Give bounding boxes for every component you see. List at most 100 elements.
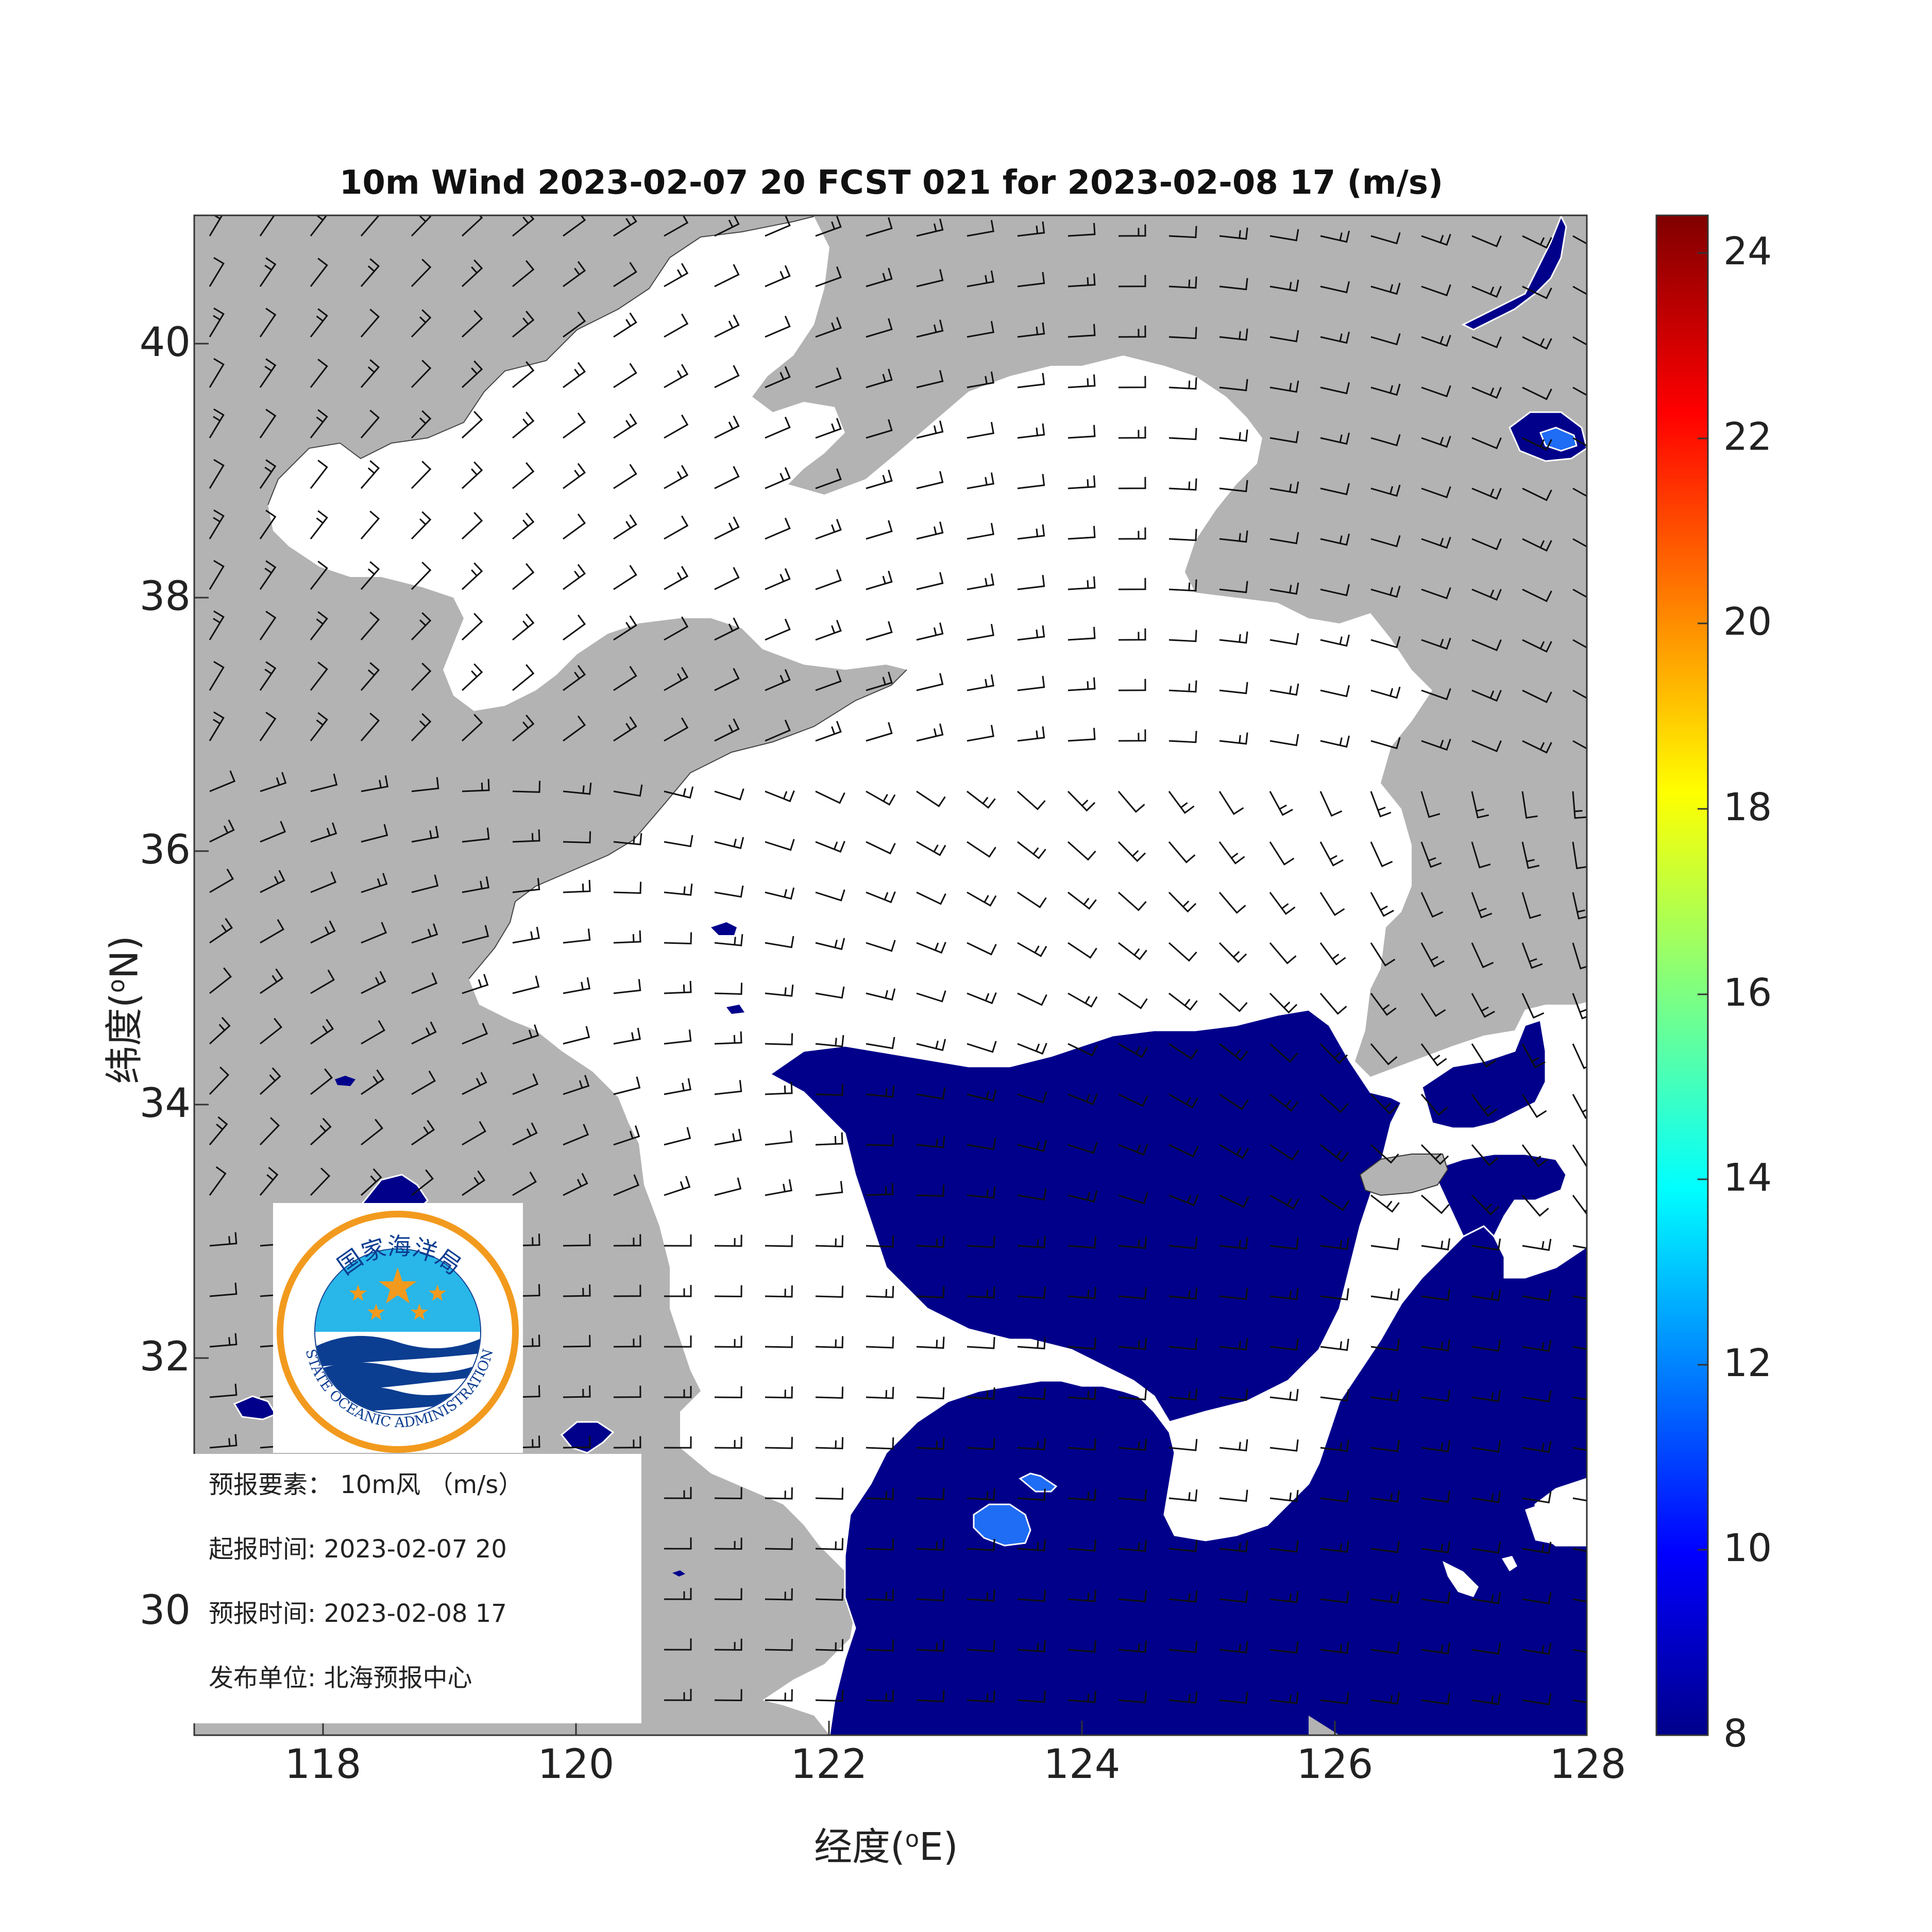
wind-barb: [1471, 841, 1491, 869]
coastline: [267, 216, 907, 979]
wind-barb: [1320, 1144, 1349, 1162]
wind-barb: [563, 1335, 591, 1348]
wind-barb: [866, 318, 893, 338]
colorbar-tick-10: 10: [1723, 1526, 1772, 1570]
wind-barb: [714, 1031, 742, 1045]
wind-barb: [1219, 1194, 1249, 1208]
wind-barb: [1421, 1289, 1451, 1301]
wind-barb: [967, 422, 994, 439]
wind-barb: [1471, 235, 1502, 247]
wind-barb: [563, 1284, 591, 1297]
wind-barb: [1219, 732, 1248, 745]
wind-barb: [714, 1335, 742, 1348]
wind-barb: [1017, 1091, 1047, 1104]
wind-barb: [1421, 738, 1451, 751]
wind-barb: [1118, 1337, 1147, 1350]
wind-barb: [1421, 1591, 1451, 1604]
wind-barb: [1319, 942, 1346, 965]
land-islands-cheju: [1309, 1716, 1340, 1735]
y-tick-38: 38: [139, 573, 191, 620]
wind-barb: [360, 511, 380, 539]
wind-barb: [765, 985, 794, 997]
wind-barb: [361, 824, 388, 843]
wind-barb: [1067, 1337, 1096, 1350]
wind-barb: [1421, 536, 1451, 549]
wind-barb: [866, 1588, 894, 1601]
wind-barb: [1017, 322, 1045, 338]
wind-barb: [866, 469, 893, 489]
wind-barb: [1269, 1144, 1299, 1161]
wind-barb: [209, 770, 236, 792]
x-tick-128: 128: [1549, 1741, 1626, 1788]
x-tick-120: 120: [537, 1741, 615, 1788]
wind-barb: [1219, 631, 1248, 644]
wind-barb: [916, 891, 946, 905]
wind-barb: [310, 773, 338, 792]
wind-barb: [512, 829, 540, 843]
wind-barb: [1522, 1541, 1552, 1554]
wind-barb: [1572, 1447, 1587, 1451]
wind-barb: [1269, 1540, 1299, 1553]
x-tick-124: 124: [1043, 1741, 1121, 1788]
wind-barb: [916, 1336, 945, 1349]
wind-barb: [1017, 372, 1045, 388]
wind-barb: [411, 1120, 435, 1146]
wind-barb: [1572, 1043, 1587, 1070]
wind-barb: [310, 1019, 334, 1045]
wind-barb: [765, 315, 791, 338]
colorbar-tick-marks: [1698, 252, 1708, 1736]
wind-barb: [1017, 1140, 1047, 1153]
wind-barb: [916, 673, 944, 691]
wind-barb: [866, 520, 893, 540]
wind-barb: [664, 1537, 692, 1550]
wind-barb: [1118, 1438, 1147, 1451]
wind-barb: [664, 932, 692, 945]
wind-barb: [209, 560, 225, 590]
wind-barb: [209, 610, 225, 640]
wind-barb: [462, 1023, 488, 1045]
wind-barb: [714, 365, 740, 388]
wind-barb: [1522, 1239, 1552, 1251]
wind-barb: [1421, 435, 1451, 448]
wind-barb: [209, 1383, 238, 1398]
wind-barb: [1118, 275, 1146, 287]
wind-barb: [1521, 1144, 1548, 1167]
wind-barb: [310, 611, 328, 640]
wind-barb: [1471, 1692, 1501, 1705]
wind-barb: [259, 409, 277, 438]
wind-barb: [866, 267, 893, 287]
forecast-info-panel: 预报要素： 10m风 （m/s） 起报时间: 2023-02-07 20 预报时…: [193, 1454, 641, 1723]
wind-8-patch-c3: [335, 1076, 355, 1086]
wind-barb: [1269, 1439, 1299, 1452]
wind-barb: [815, 418, 842, 439]
wind-barb: [1017, 1286, 1046, 1299]
wind-barb: [664, 1127, 691, 1146]
wind-barb: [967, 472, 994, 489]
wind-barb: [613, 1076, 641, 1095]
wind-barb: [209, 1116, 228, 1145]
wind-barb: [259, 711, 277, 741]
wind-barb: [259, 611, 277, 640]
wind-barb: [1118, 1043, 1148, 1058]
wind-barb: [1572, 386, 1587, 396]
wind-barb: [411, 777, 439, 792]
wind-barb: [1421, 486, 1451, 499]
wind-barb: [1269, 1489, 1299, 1502]
wind-barb: [1118, 729, 1146, 742]
wind-barb: [1572, 942, 1587, 970]
x-tick-126: 126: [1296, 1741, 1374, 1788]
wind-barb: [310, 460, 328, 489]
wind-barb: [1118, 426, 1146, 439]
wind-barb: [411, 923, 438, 944]
wind-barb: [1117, 841, 1146, 862]
wind-barb: [765, 467, 791, 489]
wind-barb: [1219, 1540, 1248, 1553]
wind-barb: [1067, 1142, 1098, 1154]
wind-barb: [714, 415, 740, 439]
wind-barb: [1572, 538, 1587, 548]
wind-barb: [714, 885, 744, 898]
wind-barb: [1522, 538, 1552, 552]
wind-barb: [866, 1134, 894, 1147]
wind-barb: [310, 662, 328, 691]
wind-barb: [1269, 229, 1299, 242]
